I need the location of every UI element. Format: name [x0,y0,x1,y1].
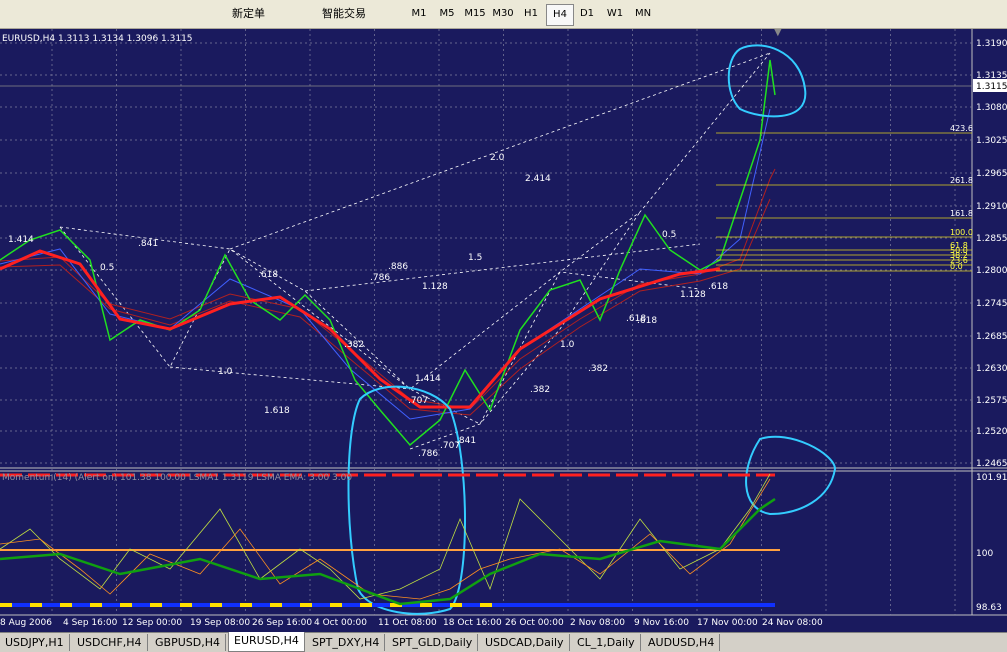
fib-annotation: .707 [408,396,428,406]
time-label: 8 Aug 2006 [0,618,52,628]
fib-annotation: 2.414 [525,174,551,184]
time-label: 4 Oct 00:00 [314,618,367,628]
fib-annotation: 1.414 [8,235,34,245]
timeframe-button[interactable]: M15 [464,8,486,19]
tab[interactable]: SPT_GLD,Daily [387,634,479,651]
fib-label: 61.8 [950,241,968,250]
timeframe-button[interactable]: H4 [546,4,574,26]
fib-annotation: .886 [388,262,408,272]
chart-header: EURUSD,H4 1.3113 1.3134 1.3096 1.3115 [2,34,193,44]
toolbar-button[interactable]: 新定单 [232,7,265,20]
price-label: 1.3025 [976,136,1007,146]
price-label: 1.2965 [976,169,1007,179]
timeframe-button[interactable]: W1 [606,8,624,19]
fib-label: 50.0 [950,246,968,255]
price-label: 1.2855 [976,234,1007,244]
fib-annotation: 1.128 [422,282,448,292]
tab[interactable]: USDCAD,Daily [480,634,570,651]
fib-annotation: 1.618 [264,406,290,416]
timeframe-button[interactable]: MN [634,8,652,19]
price-label: 1.3135 [976,71,1007,81]
fib-label: 0.0 [950,262,963,271]
fib-annotation: .618 [637,316,657,326]
fib-annotation: 1.128 [680,290,706,300]
fib-label: 38.2 [950,251,968,260]
price-label: 1.2465 [976,459,1007,469]
fib-annotation: .618 [258,270,278,280]
indicator-header: Momentum(14) (Alert on) 101.38 100.00 LS… [2,473,352,483]
toolbar: 新定单 智能交易 M1 M5 M15 M30 H1 H4 D1 W1 MN [0,0,1007,29]
tab[interactable]: USDCHF,H4 [72,634,148,651]
time-label: 26 Oct 00:00 [505,618,564,628]
fib-label: 261.8 [950,176,973,185]
fib-annotation: .786 [418,449,438,459]
fib-annotation: 1.0 [560,340,575,350]
tab[interactable]: SPT_DXY,H4 [307,634,386,651]
tab[interactable]: USDJPY,H1 [0,634,70,651]
time-label: 24 Nov 08:00 [762,618,823,628]
fib-annotation: .382 [530,385,550,395]
time-label: 12 Sep 00:00 [122,618,182,628]
chart-window: ▼ EURUSD,H4 1.3113 1.3134 1.3096 1.3115 1… [0,29,1007,632]
fib-annotation: .786 [370,273,390,283]
price-label: 1.2685 [976,332,1007,342]
current-price: 1.3115 [976,82,1007,92]
fib-annotation: 1.5 [468,253,482,263]
fib-label: 23.6 [950,256,968,265]
price-label: 1.2630 [976,364,1007,374]
toolbar-button[interactable]: 智能交易 [322,7,366,20]
fib-annotation: .618 [626,314,646,324]
timeframe-button[interactable]: M30 [492,8,514,19]
tab-bar: USDJPY,H1 USDCHF,H4 GBPUSD,H4 EURUSD,H4 SPT_… [0,632,1007,652]
time-label: 2 Nov 08:00 [570,618,625,628]
price-label: 1.3190 [976,39,1007,49]
fib-label: 161.8 [950,209,973,218]
time-label: 19 Sep 08:00 [190,618,250,628]
fib-annotation: .707 [440,441,460,451]
timeframe-button[interactable]: M1 [411,8,427,19]
fib-annotation: .841 [138,239,158,249]
time-label: 9 Nov 16:00 [634,618,689,628]
fib-annotation: .382 [588,364,608,374]
tab[interactable]: GBPUSD,H4 [150,634,226,651]
time-label: 18 Oct 16:00 [443,618,502,628]
fib-label: 100.0 [950,228,973,237]
price-label: 1.2520 [976,427,1007,437]
time-label: 26 Sep 16:00 [252,618,312,628]
fib-annotation: 1.414 [415,374,441,384]
timeframe-button[interactable]: H1 [524,8,538,19]
fib-annotation: .382 [344,340,364,350]
fib-annotation: .618 [708,282,728,292]
time-label: 11 Oct 08:00 [378,618,437,628]
price-label: 1.2800 [976,266,1007,276]
tab[interactable]: CL_1,Daily [572,634,641,651]
fib-annotation: 2.0 [490,153,505,163]
price-label: 1.2745 [976,299,1007,309]
price-label: 1.2575 [976,396,1007,406]
price-label: 1.2910 [976,202,1007,212]
fib-annotation: 0.5 [100,263,114,273]
tab[interactable]: EURUSD,H4 [228,632,305,652]
indicator-label: 98.63 [976,603,1002,613]
fib-annotation: 1.0 [218,367,233,377]
indicator-label: 101.91 [976,473,1007,483]
time-label: 4 Sep 16:00 [63,618,118,628]
timeframe-button[interactable]: M5 [439,8,455,19]
fib-annotation: .841 [456,436,476,446]
svg-text:▼: ▼ [774,29,782,38]
tab[interactable]: AUDUSD,H4 [643,634,721,651]
fib-label: 423.6 [950,124,973,133]
indicator-label: 100 [976,549,993,559]
timeframe-button[interactable]: D1 [579,8,595,19]
fib-annotation: 0.5 [662,230,676,240]
price-label: 1.3080 [976,103,1007,113]
time-label: 17 Nov 00:00 [697,618,758,628]
